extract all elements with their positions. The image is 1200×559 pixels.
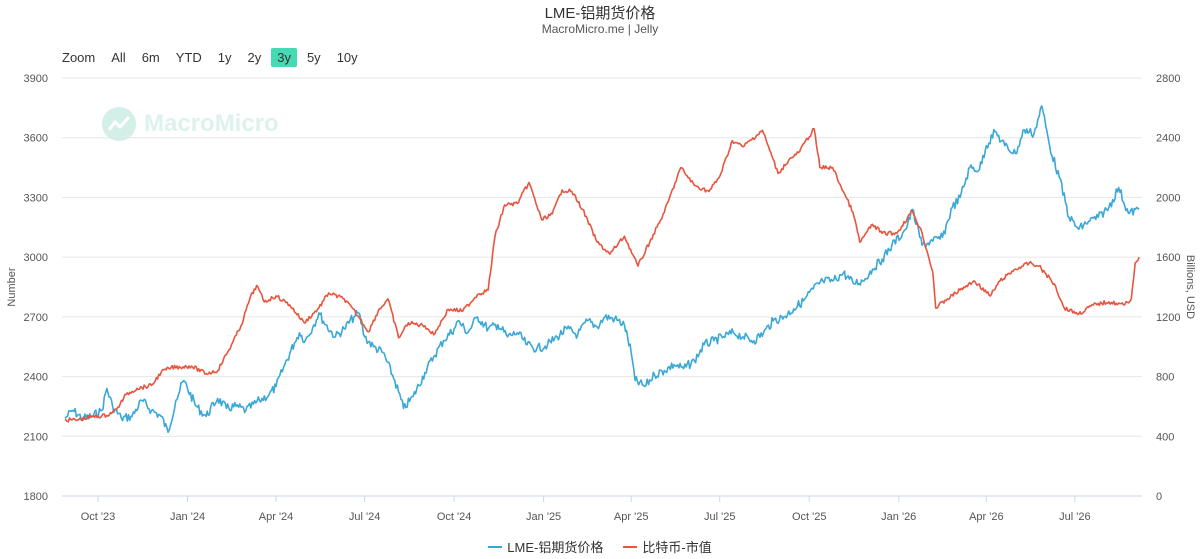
y-left-tick-label: 3000	[24, 252, 48, 264]
y-right-tick-label: 1200	[1156, 312, 1180, 324]
y-left-tick-label: 3900	[24, 73, 48, 85]
chart-title: LME-铝期货价格	[544, 5, 656, 22]
legend-label-bitcoin: 比特币-市值	[642, 540, 712, 555]
series-line-aluminum	[64, 105, 1140, 434]
zoom-3y-button[interactable]: 3y	[271, 48, 297, 67]
x-tick-label: Oct '24	[437, 511, 472, 523]
zoom-bar: Zoom All 6m YTD 1y 2y 3y 5y 10y	[62, 48, 368, 67]
y-right-tick-label: 2800	[1156, 73, 1180, 85]
zoom-1y-button[interactable]: 1y	[217, 50, 232, 65]
x-tick-label: Jul '24	[349, 511, 380, 523]
x-tick-label: Jul '25	[704, 511, 735, 523]
macromicro-logo-icon	[102, 107, 136, 141]
x-tick-label: Jan '26	[881, 511, 916, 523]
y-left-tick-label: 2700	[24, 312, 48, 324]
legend-swatch-bitcoin	[623, 545, 638, 548]
x-tick-label: Oct '25	[792, 511, 827, 523]
zoom-6m-button[interactable]: 6m	[141, 50, 160, 65]
zoom-label: Zoom	[62, 50, 96, 65]
series-line-bitcoin	[64, 127, 1140, 423]
x-tick-label: Jan '24	[170, 511, 205, 523]
legend-label-aluminum: LME-铝期货价格	[507, 540, 604, 555]
y-right-tick-label: 800	[1156, 372, 1174, 384]
legend-item-bitcoin[interactable]: 比特币-市值	[623, 537, 712, 556]
zoom-ytd-button[interactable]: YTD	[175, 50, 202, 65]
zoom-5y-button[interactable]: 5y	[306, 50, 321, 65]
zoom-2y-button[interactable]: 2y	[247, 50, 262, 65]
y-left-tick-label: 3300	[24, 192, 48, 204]
y-right-tick-label: 0	[1156, 491, 1162, 503]
x-tick-label: Jan '25	[526, 511, 561, 523]
x-tick-label: Apr '26	[969, 511, 1004, 523]
y-right-tick-label: 400	[1156, 431, 1174, 443]
y-right-axis-title: Billions, USD	[1184, 255, 1196, 319]
y-left-tick-label: 3600	[24, 133, 48, 145]
x-tick-label: Apr '24	[259, 511, 294, 523]
y-right-tick-label: 2000	[1156, 192, 1180, 204]
y-left-tick-label: 2100	[24, 431, 48, 443]
watermark: MacroMicro	[102, 107, 279, 141]
legend-swatch-aluminum	[488, 545, 503, 548]
y-left-tick-label: 1800	[24, 491, 48, 503]
y-right-tick-label: 2400	[1156, 133, 1180, 145]
x-tick-label: Jul '26	[1059, 511, 1090, 523]
x-tick-label: Apr '25	[614, 511, 649, 523]
zoom-all-button[interactable]: All	[111, 50, 126, 65]
y-left-axis-title: Number	[6, 267, 18, 306]
zoom-10y-button[interactable]: 10y	[336, 50, 358, 65]
y-right-tick-label: 1600	[1156, 252, 1180, 264]
y-left-tick-label: 2400	[24, 372, 48, 384]
chart-subtitle: MacroMicro.me | Jelly	[541, 22, 659, 36]
legend-item-aluminum[interactable]: LME-铝期货价格	[488, 537, 603, 556]
legend: LME-铝期货价格 比特币-市值	[0, 537, 1200, 556]
watermark-text: MacroMicro	[144, 110, 279, 137]
x-tick-label: Oct '23	[81, 511, 116, 523]
